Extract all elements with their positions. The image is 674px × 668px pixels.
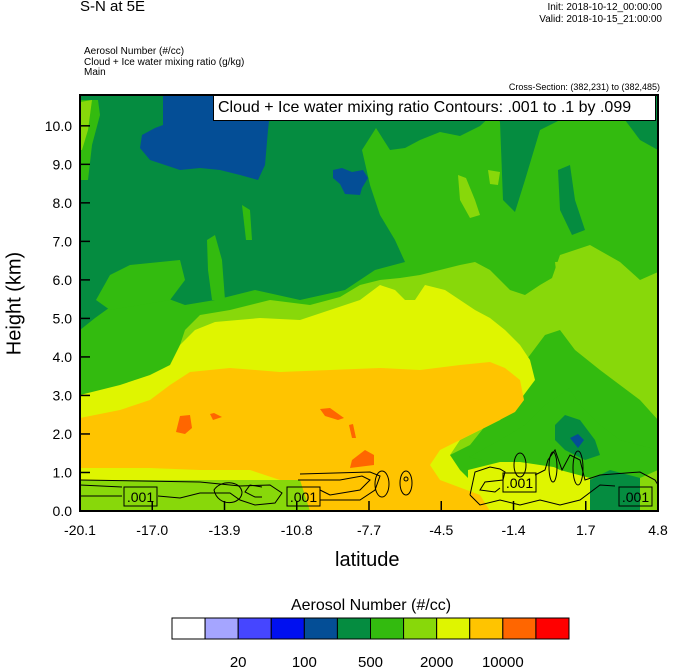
colorbar-swatch bbox=[171, 617, 206, 640]
contour-label: .001 bbox=[127, 489, 154, 505]
contour-line bbox=[80, 479, 283, 506]
axes: -20.1 -17.0 -13.9 -10.8 -7.7 -4.5 -1.4 1.7 4.8 0.… bbox=[45, 118, 668, 538]
field-lightgreen-upper-b bbox=[488, 170, 500, 185]
valid-time: Valid: 2018-10-15_21:00:00 bbox=[539, 14, 662, 25]
contour-label: .001 bbox=[290, 489, 317, 505]
field-blue-blob bbox=[333, 168, 368, 195]
field-orange-region bbox=[80, 362, 524, 511]
filled-field bbox=[80, 95, 658, 511]
field-darkgreen-stripe bbox=[558, 165, 585, 235]
field-lightgreen-topleft bbox=[80, 100, 92, 150]
field-red-orange-blob-2 bbox=[210, 413, 222, 420]
cloud-ice-contours bbox=[80, 448, 658, 506]
contour-line bbox=[374, 470, 390, 498]
x-tick-label: -17.0 bbox=[136, 522, 168, 538]
colorbar-swatch bbox=[270, 617, 305, 640]
contour-label: .001 bbox=[506, 475, 533, 491]
field-lightgreen-bottomleft bbox=[80, 480, 310, 511]
y-tick-label: 2.0 bbox=[53, 426, 73, 442]
contour-label-box bbox=[123, 486, 158, 507]
colorbar-label: 20 bbox=[230, 654, 247, 668]
colorbar-swatch bbox=[502, 617, 537, 640]
colorbar-title: Aerosol Number (#/cc) bbox=[290, 597, 452, 614]
colorbar-swatch bbox=[204, 617, 239, 640]
field-red-orange-blob-3 bbox=[320, 408, 344, 420]
field-darkgreen-bottomright bbox=[590, 470, 640, 511]
colorbar-swatch bbox=[436, 617, 471, 640]
x-tick-label: -4.5 bbox=[429, 522, 453, 538]
field-lightgreen-upper-a bbox=[458, 175, 480, 218]
y-tick-label: 5.0 bbox=[53, 310, 73, 326]
contour-label-box bbox=[618, 486, 653, 507]
contour-info-box: Cloud + Ice water mixing ratio Contours:… bbox=[213, 95, 656, 121]
x-tick-label: -20.1 bbox=[64, 522, 96, 538]
y-tick-label: 1.0 bbox=[53, 464, 73, 480]
y-tick-label: 0.0 bbox=[53, 503, 73, 519]
y-tick-label: 6.0 bbox=[53, 272, 73, 288]
field-yellow-right bbox=[468, 460, 590, 511]
contour-line bbox=[213, 482, 243, 504]
contour-line bbox=[399, 470, 413, 496]
y-axis-label: Height (km) bbox=[3, 251, 26, 356]
contour-line bbox=[548, 451, 558, 483]
colorbar-swatch bbox=[469, 617, 504, 640]
colorbar: 20 100 500 2000 10000 bbox=[171, 617, 570, 668]
colorbar-label: 10000 bbox=[482, 654, 524, 668]
colorbar-swatch bbox=[303, 617, 338, 640]
field-midgreen-left-c bbox=[242, 205, 252, 240]
x-tick-label: -1.4 bbox=[501, 522, 525, 538]
field-blue-plume-blob bbox=[570, 434, 584, 448]
y-tick-label: 8.0 bbox=[53, 195, 73, 211]
field-aerosol: Aerosol Number (#/cc) bbox=[84, 46, 185, 57]
field-midgreen-left-b bbox=[207, 235, 225, 300]
colorbar-swatch bbox=[403, 617, 438, 640]
plot-title: S-N at 5E bbox=[80, 0, 146, 15]
x-tick-label: -13.9 bbox=[209, 522, 241, 538]
colorbar-label: 500 bbox=[358, 654, 383, 668]
x-tick-label: -10.8 bbox=[281, 522, 313, 538]
time-info: Init: 2018-10-12_00:00:00 Valid: 2018-10… bbox=[539, 2, 662, 26]
y-tick-label: 4.0 bbox=[53, 349, 73, 365]
y-tick-label: 9.0 bbox=[53, 156, 73, 172]
y-tick-label: 7.0 bbox=[53, 233, 73, 249]
y-tick-label: 3.0 bbox=[53, 387, 73, 403]
colorbar-label: 100 bbox=[292, 654, 317, 668]
x-tick-label: 4.8 bbox=[648, 522, 668, 538]
field-cloud-ice: Cloud + Ice water mixing ratio (g/kg) bbox=[84, 56, 245, 68]
field-main: Main bbox=[84, 67, 106, 78]
contour-line bbox=[572, 450, 584, 486]
y-tick-label: 10.0 bbox=[45, 118, 72, 134]
field-red-orange-blob-4 bbox=[349, 424, 356, 438]
colorbar-swatch bbox=[535, 617, 570, 640]
x-tick-label: 1.7 bbox=[576, 522, 596, 538]
colorbar-swatch bbox=[237, 617, 272, 640]
field-list: Aerosol Number (#/cc) Cloud + Ice water … bbox=[84, 46, 245, 79]
contour-line bbox=[244, 471, 381, 501]
field-midgreen-left-a bbox=[96, 260, 185, 310]
contour-line bbox=[469, 448, 658, 506]
x-tick-label: -7.7 bbox=[357, 522, 381, 538]
colorbar-label: 2000 bbox=[420, 654, 453, 668]
x-axis-label: latitude bbox=[335, 549, 400, 571]
contour-label-box bbox=[286, 486, 321, 507]
field-lightgreen-bottomright bbox=[640, 470, 658, 511]
contour-line bbox=[403, 476, 409, 482]
contour-label: .001 bbox=[622, 489, 649, 505]
field-red-orange-blob-5 bbox=[350, 450, 374, 468]
field-red-orange-blob-1 bbox=[176, 415, 192, 434]
colorbar-swatch bbox=[370, 617, 405, 640]
cross-section-label: Cross-Section: (382,231) to (382,485) bbox=[508, 82, 660, 92]
colorbar-swatch bbox=[336, 617, 371, 640]
contour-line bbox=[513, 452, 527, 478]
init-time: Init: 2018-10-12_00:00:00 bbox=[547, 2, 662, 13]
contour-label-box bbox=[502, 472, 537, 493]
